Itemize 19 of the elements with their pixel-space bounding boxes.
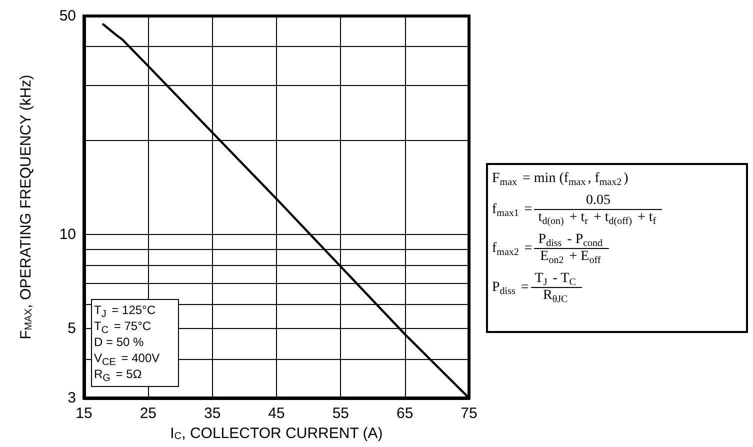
y-tick-label: 10 bbox=[59, 226, 76, 244]
formula-box: F$_{max}$ = min (f$_{max}$, f$_{max2}$) f$_{max1}$ = 0.05 t$_{d(on)}$ + t$_{r}$ + t$_{d(off)}$ + t$_{f}$ f$_{max2}$ = P$_{diss}$ - P$_{cond}$ E$_{on2}$ + E$_{off}$ P$_{diss}$ = T$_{J}$ - T$_{C}$ R$_{θJC}$ bbox=[486, 163, 748, 333]
x-tick-label: 15 bbox=[76, 405, 92, 422]
x-axis-title: IC, COLLECTOR CURRENT (A) bbox=[170, 424, 383, 442]
annotation: V$_{CE}$ = 400V bbox=[94, 350, 161, 368]
annotation: T$_{J}$ = 125°C bbox=[94, 302, 157, 320]
annotation: R$_{G}$ = 5Ω bbox=[94, 366, 143, 384]
x-tick-label: 25 bbox=[140, 405, 157, 422]
x-tick-label: 45 bbox=[268, 405, 285, 422]
y-tick-label: 5 bbox=[68, 320, 76, 338]
annotation: D = 50 % bbox=[94, 334, 145, 350]
y-tick-label: 3 bbox=[68, 390, 76, 406]
annotation: T$_{C}$ = 75°C bbox=[94, 318, 152, 336]
x-tick-label: 35 bbox=[204, 405, 221, 422]
x-tick-label: 55 bbox=[332, 405, 350, 422]
y-axis-title: FMAX, OPERATING FREQUENCY (kHz) bbox=[18, 74, 34, 340]
x-tick-label: 75 bbox=[460, 405, 478, 422]
y-tick-label: 50 bbox=[59, 8, 76, 24]
x-tick-label: 65 bbox=[396, 405, 414, 422]
